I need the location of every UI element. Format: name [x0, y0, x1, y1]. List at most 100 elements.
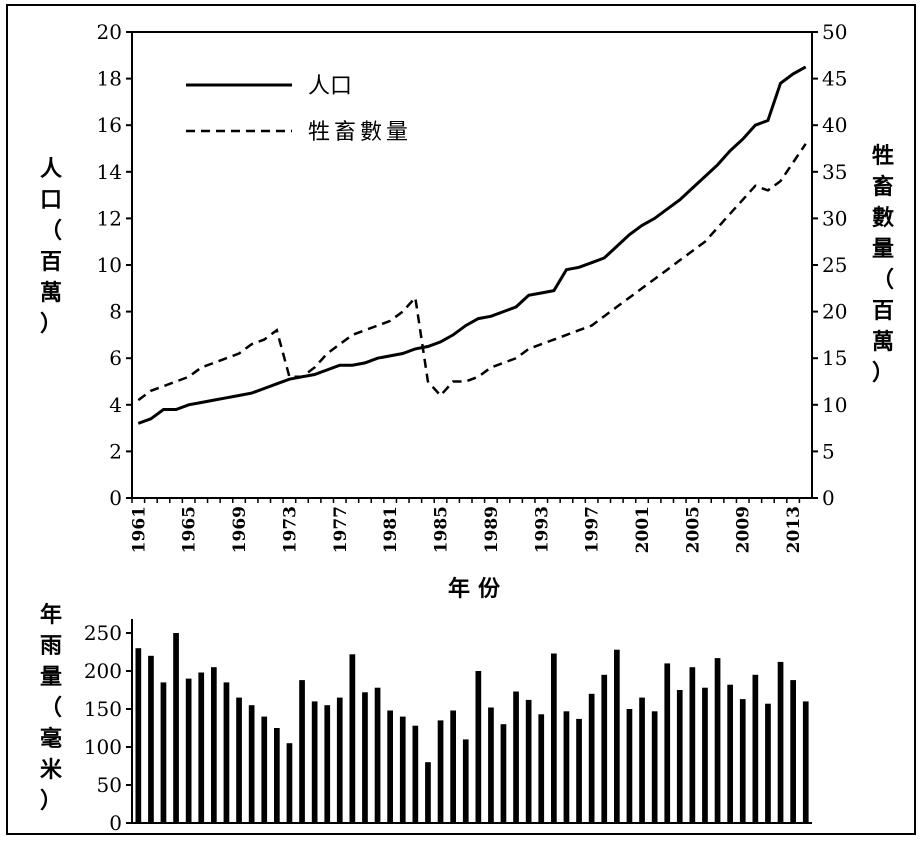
- right-tick-label: 35: [822, 160, 847, 184]
- rainfall-bar: [349, 654, 356, 823]
- x-tick-label: 1997: [583, 506, 603, 553]
- x-axis-title: 年份: [448, 576, 508, 602]
- rainfall-bar: [475, 671, 482, 823]
- right-tick-label: 30: [822, 206, 847, 230]
- population-series-line: [137, 65, 807, 425]
- rainfall-bar: [286, 743, 293, 823]
- x-tick-label: 2013: [784, 506, 804, 553]
- rainfall-bar: [765, 703, 771, 823]
- axis-title-char: 萬: [39, 281, 62, 306]
- left-tick-label: 10: [97, 253, 122, 277]
- x-tick-label: 1969: [230, 506, 250, 553]
- x-tick-label: 1989: [482, 506, 502, 553]
- right-tick-label: 20: [822, 300, 847, 324]
- axis-title-char: 百: [39, 250, 62, 275]
- right-y-axis-title: 牲畜數量 （ 百萬 ）: [868, 141, 898, 389]
- rainfall-bar: [576, 718, 582, 823]
- axis-title-char: （: [39, 219, 62, 244]
- rainfall-bar: [387, 710, 393, 823]
- left-y-axis-title: 人口 （ 百萬 ）: [36, 154, 66, 340]
- axis-title-char: 量: [871, 237, 894, 262]
- axis-title-char: 量: [39, 665, 62, 690]
- left-tick-label: 4: [109, 393, 122, 417]
- rainfall-bar: [676, 690, 683, 823]
- right-tick-label: 45: [822, 67, 847, 91]
- axis-title-char: （: [39, 696, 62, 721]
- rainfall-bar: [488, 707, 494, 823]
- rainfall-bar: [274, 728, 280, 823]
- x-tick-label: 1973: [280, 506, 300, 553]
- rainfall-bar: [223, 682, 230, 823]
- rainfall-bar: [437, 720, 444, 823]
- rainfall-bar: [412, 725, 419, 823]
- right-tick-label: 50: [822, 20, 847, 44]
- rainfall-bar: [362, 692, 368, 823]
- livestock-series-line: [137, 143, 807, 402]
- rainfall-bar: [311, 701, 318, 823]
- rainfall-tick-label: 50: [97, 773, 122, 797]
- right-tick-label: 0: [822, 486, 835, 510]
- left-tick-label: 6: [109, 346, 122, 370]
- x-tick-label: 2005: [683, 506, 703, 553]
- right-tick-label: 5: [822, 439, 835, 463]
- rainfall-bar: [614, 649, 620, 823]
- rainfall-bar: [664, 663, 671, 823]
- rainfall-bar: [425, 762, 431, 823]
- rainfall-tick-label: 0: [109, 811, 122, 833]
- rainfall-bar: [336, 697, 343, 823]
- rainfall-bar: [752, 674, 759, 823]
- x-tick-label: 2009: [734, 506, 754, 553]
- rainfall-bar: [374, 687, 381, 823]
- rainfall-tick-label: 250: [84, 621, 122, 645]
- x-tick-label: 1965: [180, 506, 200, 553]
- axis-title-char: ）: [39, 312, 62, 337]
- rainfall-bar: [802, 701, 809, 823]
- axis-title-char: ）: [871, 361, 894, 386]
- rainfall-bar: [148, 655, 154, 823]
- legend-label-livestock: 牲畜數量: [308, 120, 412, 145]
- rainfall-bar: [639, 697, 645, 823]
- axis-title-char: 萬: [871, 330, 894, 355]
- right-tick-label: 40: [822, 113, 847, 137]
- axis-title-char: 雨: [39, 634, 62, 659]
- rainfall-bar: [173, 633, 179, 823]
- rainfall-bar: [462, 739, 469, 823]
- x-ticks: 1961 1965 1969 1973 1977 1981 1985 1989 1993 1997…: [129, 498, 804, 553]
- x-tick-label: 2001: [633, 506, 653, 553]
- axis-title-char: 牲: [871, 144, 894, 169]
- rainfall-bar: [135, 648, 142, 823]
- left-tick-label: 16: [97, 113, 122, 137]
- axis-title-char: ）: [39, 789, 62, 814]
- rainfall-bar: [689, 667, 696, 823]
- chart-canvas: 0 2 4 6 8 10 12 14 16 18 20 0 5 10 15 20 25 30 35 40 45 50 1…: [84, 20, 848, 833]
- left-tick-label: 18: [97, 67, 122, 91]
- left-tick-label: 0: [109, 486, 122, 510]
- chart-figure: 0 2 4 6 8 10 12 14 16 18 20 0 5 10 15 20 25 30 35 40 45 50 1…: [6, 4, 916, 835]
- rainfall-y-ticks: 0 50 100 150 200 250: [84, 621, 132, 833]
- rainfall-bar: [248, 705, 255, 823]
- x-tick-label: 1985: [432, 506, 452, 553]
- right-tick-label: 10: [822, 393, 847, 417]
- axis-title-char: 數: [871, 206, 894, 231]
- rainfall-tick-label: 150: [84, 697, 122, 721]
- rainfall-tick-label: 100: [84, 735, 122, 759]
- rainfall-bar: [790, 680, 796, 823]
- legend-label-population: 人口: [308, 74, 352, 99]
- axis-title-char: 百: [871, 299, 894, 324]
- rainfall-tick-label: 200: [84, 659, 122, 683]
- rainfall-bar: [450, 710, 456, 823]
- rainfall-bar: [399, 716, 406, 823]
- rainfall-bar: [513, 691, 519, 823]
- left-tick-label: 14: [97, 160, 122, 184]
- rainfall-bar: [538, 714, 545, 823]
- rainfall-bar: [299, 680, 305, 823]
- rainfall-bar: [160, 682, 167, 823]
- rainfall-bar: [563, 711, 570, 823]
- rainfall-bar: [198, 672, 205, 823]
- right-tick-label: 15: [822, 346, 847, 370]
- rainfall-bar: [236, 697, 242, 823]
- left-y-ticks: 0 2 4 6 8 10 12 14 16 18 20: [97, 20, 132, 510]
- rainfall-bar: [601, 674, 608, 823]
- x-tick-label: 1961: [129, 506, 149, 553]
- rainfall-bar: [739, 699, 746, 823]
